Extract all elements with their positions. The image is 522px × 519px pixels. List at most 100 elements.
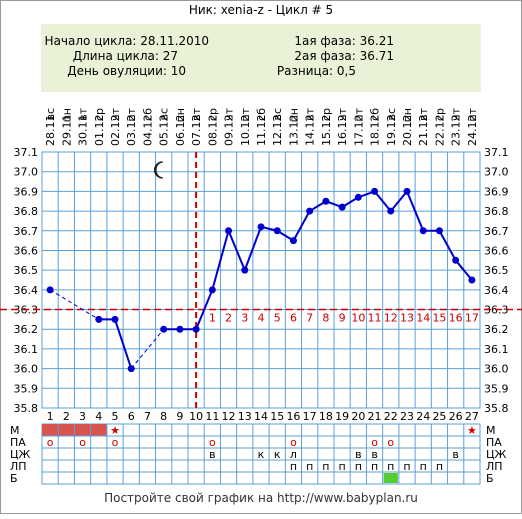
date-label: 01.12 [93,115,106,146]
menses-star-icon: ★ [467,424,477,437]
day-number-label: 10 [189,410,203,423]
ovulation-day-text: День овуляции: 10 [67,64,186,78]
menses-cell [74,424,91,436]
plot-grid [41,151,481,409]
y-tick-label-left: 36.6 [14,244,39,257]
weekday-label: пн [174,108,187,122]
day-number-label: 13 [238,410,252,423]
table-cell-mark: o [371,436,378,449]
weekday-label: чт [109,107,122,120]
table-cell-mark: п [306,460,313,473]
date-label: 14.12 [304,115,317,147]
date-label: 13.12 [287,115,300,147]
date-label: 04.12 [141,115,154,147]
date-label: 06.12 [174,115,187,147]
phase2-day-label: 12 [384,312,398,325]
day-number-label: 22 [384,410,398,423]
date-label: 21.12 [417,115,430,147]
day-number-label: 1 [47,410,54,423]
y-tick-label-left: 36.8 [14,205,39,218]
weekday-label: пн [60,108,73,122]
table-cell-mark: п [290,460,297,473]
table-frame [41,423,481,485]
table-cell-mark: п [322,460,329,473]
temperature-gap-segment [49,289,100,320]
b-mark-cell [383,473,398,483]
day-number-label: 16 [286,410,300,423]
weekday-label: пт [466,107,479,121]
temperature-point [241,266,249,274]
temperature-point [273,227,281,235]
temperature-segment [227,230,246,271]
day-number-label: 14 [254,410,268,423]
day-number-label: 15 [270,410,284,423]
temperature-point [371,187,379,195]
y-tick-label-right: 36.1 [484,343,509,356]
cycle-start-text: Начало цикла: 28.11.2010 [45,34,209,48]
day-number-label: 11 [205,410,219,423]
weekday-label: сб [141,108,154,121]
weekday-label: ср [93,108,106,121]
y-tick-label-right: 36.6 [484,244,509,257]
date-label: 09.12 [223,115,236,146]
y-tick-label-right: 37.0 [484,166,509,179]
temperature-segment [292,210,311,242]
day-number-label: 18 [319,410,333,423]
day-number-label: 8 [160,410,167,423]
temperature-segment [438,230,457,261]
phase2-day-label: 15 [432,312,446,325]
y-tick-label-right: 35.8 [484,402,509,415]
temperature-point [419,227,427,235]
weekday-label: вт [304,107,317,120]
phase2-day-label: 17 [465,312,479,325]
temperature-point [289,237,297,245]
weekday-label: ср [433,108,446,121]
table-cell-mark: o [290,436,297,449]
date-label: 20.12 [401,115,414,147]
row-label-left: ЦЖ [10,448,31,461]
y-tick-label-right: 36.4 [484,284,509,297]
date-label: 05.12 [158,115,171,147]
temperature-point [225,227,233,235]
day-number-label: 5 [112,410,119,423]
temperature-segment [243,226,262,271]
phase2-day-label: 5 [274,312,281,325]
y-tick-label-left: 35.8 [14,402,39,415]
date-label: 24.12 [466,115,479,147]
temperature-segment [211,230,230,291]
row-label-left: М [10,424,20,437]
y-tick-label-left: 37.1 [14,146,39,159]
weekday-label: сб [255,108,268,121]
y-tick-label-right: 36.8 [484,205,509,218]
menses-cell [58,424,75,436]
temperature-point [468,276,476,284]
weekday-label: чт [223,107,236,120]
day-number-label: 26 [449,410,463,423]
day-number-label: 12 [222,410,236,423]
menses-cell [42,424,59,436]
weekday-label: ср [320,108,333,121]
phase2-day-label: 11 [368,312,382,325]
y-tick-label-left: 36.7 [14,225,39,238]
menses-star-icon: ★ [110,424,120,437]
phase2-text: 2ая фаза: 36.71 [294,49,394,63]
temperature-point [208,286,216,294]
phase2-day-label: 8 [322,312,329,325]
date-label: 22.12 [433,115,446,147]
table-cell-mark: к [274,448,281,461]
y-tick-label-right: 36.5 [484,264,509,277]
day-number-label: 23 [400,410,414,423]
table-cell-mark: п [355,460,362,473]
weekday-label: чт [450,107,463,120]
x-axis-days: 1 2 3 4 5 6 7 8 9 10 11 12 13 14 15 16 17 18 19 20 21 22 23 24 2… [47,410,479,423]
weekday-label: пт [352,107,365,121]
date-label: 15.12 [320,115,333,147]
table-cell-mark: o [209,436,216,449]
temperature-point [127,365,135,373]
day-number-label: 20 [351,410,365,423]
row-label-right: ПА [486,436,502,449]
day-number-label: 27 [465,410,479,423]
